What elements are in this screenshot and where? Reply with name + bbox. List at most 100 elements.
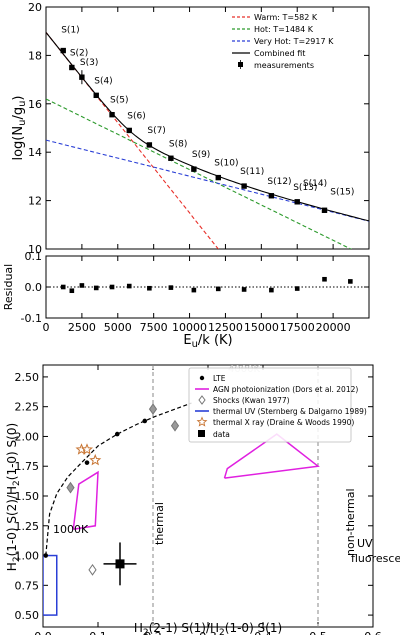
- annotation-uv-fluorescence-1: UV: [357, 537, 373, 550]
- y-tick-label-bottom: 2.00: [15, 430, 40, 443]
- measurement-point: [69, 64, 75, 71]
- residual-point: [294, 286, 300, 291]
- x-tick-label-residual: 0: [43, 321, 50, 334]
- legend-hot: Hot: T=1484 K: [254, 25, 314, 34]
- residual-point: [168, 285, 174, 290]
- line-label: S(2): [70, 49, 88, 59]
- residual-point: [215, 286, 221, 292]
- y-tick-label-residual: -0.1: [21, 312, 42, 325]
- line-label: S(10): [214, 159, 238, 169]
- measurement-point: [168, 155, 174, 161]
- line-label: S(6): [127, 111, 145, 121]
- y-tick-label-bottom: 1.00: [15, 550, 40, 563]
- lte-point: [114, 431, 120, 437]
- diagnostic-points: [43, 403, 180, 586]
- legend-lte: LTE: [213, 374, 226, 383]
- x-tick-label-bottom: 0.0: [34, 630, 52, 635]
- legend-data-marker: [198, 430, 205, 437]
- very-hot-line: [46, 139, 369, 222]
- line-label: S(13): [293, 183, 317, 193]
- lte-curve: [45, 402, 192, 556]
- y-tick-label-bottom: 1.50: [15, 490, 40, 503]
- lte-point: [84, 460, 90, 465]
- line-label: S(11): [240, 167, 264, 177]
- legend-xray: thermal X ray (Draine & Woods 1990): [213, 418, 354, 427]
- y-axis-label-residual: Residual: [2, 264, 15, 310]
- residual-point: [126, 283, 132, 289]
- measurement-point: [268, 193, 275, 199]
- residual-point: [147, 285, 152, 291]
- y-tick-label-top: 10: [28, 243, 42, 256]
- residual-point: [269, 287, 274, 293]
- line-label: S(3): [80, 58, 98, 68]
- xray-point: [80, 443, 94, 455]
- measurement-point: [321, 207, 328, 213]
- residual-point: [109, 284, 115, 290]
- residual-point: [60, 284, 66, 290]
- legend-very-hot: Very Hot: T=2917 K: [254, 37, 334, 46]
- y-tick-label-top: 18: [28, 49, 42, 62]
- measurement-points: [60, 47, 328, 213]
- residual-point: [241, 287, 247, 292]
- diagnostic-axes: 0.50 0.75 1.00 1.25 1.50 1.75 2.00 2.25 2.50 0.0 0…: [15, 365, 382, 635]
- y-tick-label-top: 14: [28, 146, 42, 159]
- legend-shocks: Shocks (Kwan 1977): [213, 396, 290, 405]
- panel-residual: -0.1 0.0 0.1 0 2500 5000 7500 10000 12500 15000 17…: [2, 250, 370, 350]
- y-tick-label-bottom: 2.25: [15, 401, 40, 414]
- x-tick-label-bottom: 0.6: [364, 630, 382, 635]
- x-tick-label-residual: 7500: [140, 321, 168, 334]
- lte-point: [43, 553, 49, 558]
- x-tick-label-bottom: 0.1: [89, 630, 107, 635]
- measurement-point: [60, 47, 66, 54]
- line-label: S(15): [330, 188, 354, 198]
- measurement-point: [191, 166, 197, 172]
- legend-combined-fit: Combined fit: [254, 49, 305, 58]
- y-tick-label-bottom: 1.25: [15, 520, 40, 533]
- shock-point: [148, 403, 158, 415]
- line-label: S(9): [192, 150, 210, 160]
- y-tick-label-bottom: 0.75: [15, 579, 40, 592]
- legend-agn: AGN photoionization (Dors et al. 2012): [213, 385, 358, 394]
- x-axis-label-top: Eu/k (K): [183, 333, 232, 350]
- y-tick-label-top: 16: [28, 98, 42, 111]
- panel-diagnostic: 0.50 0.75 1.00 1.25 1.50 1.75 2.00 2.25 2.50 0.0 0…: [5, 364, 400, 635]
- agn-photoionization-region: [72, 470, 99, 531]
- x-tick-label-residual: 20000: [316, 321, 351, 334]
- x-tick-label-residual: 2500: [68, 321, 96, 334]
- annotation-1000k: 1000K: [53, 523, 89, 536]
- x-tick-label-bottom: 0.4: [254, 630, 272, 635]
- residual-point: [93, 285, 99, 291]
- data-point: [115, 559, 125, 569]
- line-label: S(4): [94, 76, 112, 86]
- annotation-non-thermal: non-thermal: [344, 488, 357, 556]
- measurement-point: [146, 142, 153, 148]
- y-tick-label-bottom: 1.75: [15, 460, 40, 473]
- x-tick-label-residual: 15000: [244, 321, 279, 334]
- residual-axes: -0.1 0.0 0.1 0 2500 5000 7500 10000 12500 15000 17…: [21, 250, 369, 334]
- residual-point: [191, 287, 197, 293]
- measurement-point: [79, 74, 85, 80]
- legend-bottom: LTE AGN photoionization (Dors et al. 201…: [188, 367, 367, 443]
- lte-point: [142, 418, 148, 424]
- warm-line: [46, 32, 219, 249]
- legend-uv: thermal UV (Sternberg & Dalgarno 1989): [213, 407, 367, 416]
- line-label: S(12): [267, 177, 291, 187]
- x-tick-label-residual: 17500: [280, 321, 315, 334]
- measurement-point: [241, 183, 247, 189]
- line-label: S(8): [169, 139, 187, 149]
- legend-shocks-marker: [198, 395, 206, 405]
- thermal-uv-region: [43, 554, 58, 616]
- legend-data: data: [213, 430, 230, 439]
- y-tick-label-top: 12: [28, 195, 42, 208]
- plot-frame-top: [45, 6, 370, 250]
- hot-line: [46, 98, 353, 249]
- measurement-point: [109, 111, 115, 118]
- annotation-uv-fluorescence-2: fluorescence: [351, 552, 400, 565]
- x-axis-label-bottom: H2(2-1) S(1)/H2(1-0) S(1): [134, 621, 282, 635]
- x-tick-label-bottom: 0.2: [144, 630, 162, 635]
- line-label: S(1): [61, 26, 79, 36]
- legend-measurements: measurements: [254, 61, 314, 70]
- shock-point: [88, 563, 97, 576]
- y-axis-label-bottom: H2(1-0) S(2)/H2(1-0) S(0): [5, 423, 22, 571]
